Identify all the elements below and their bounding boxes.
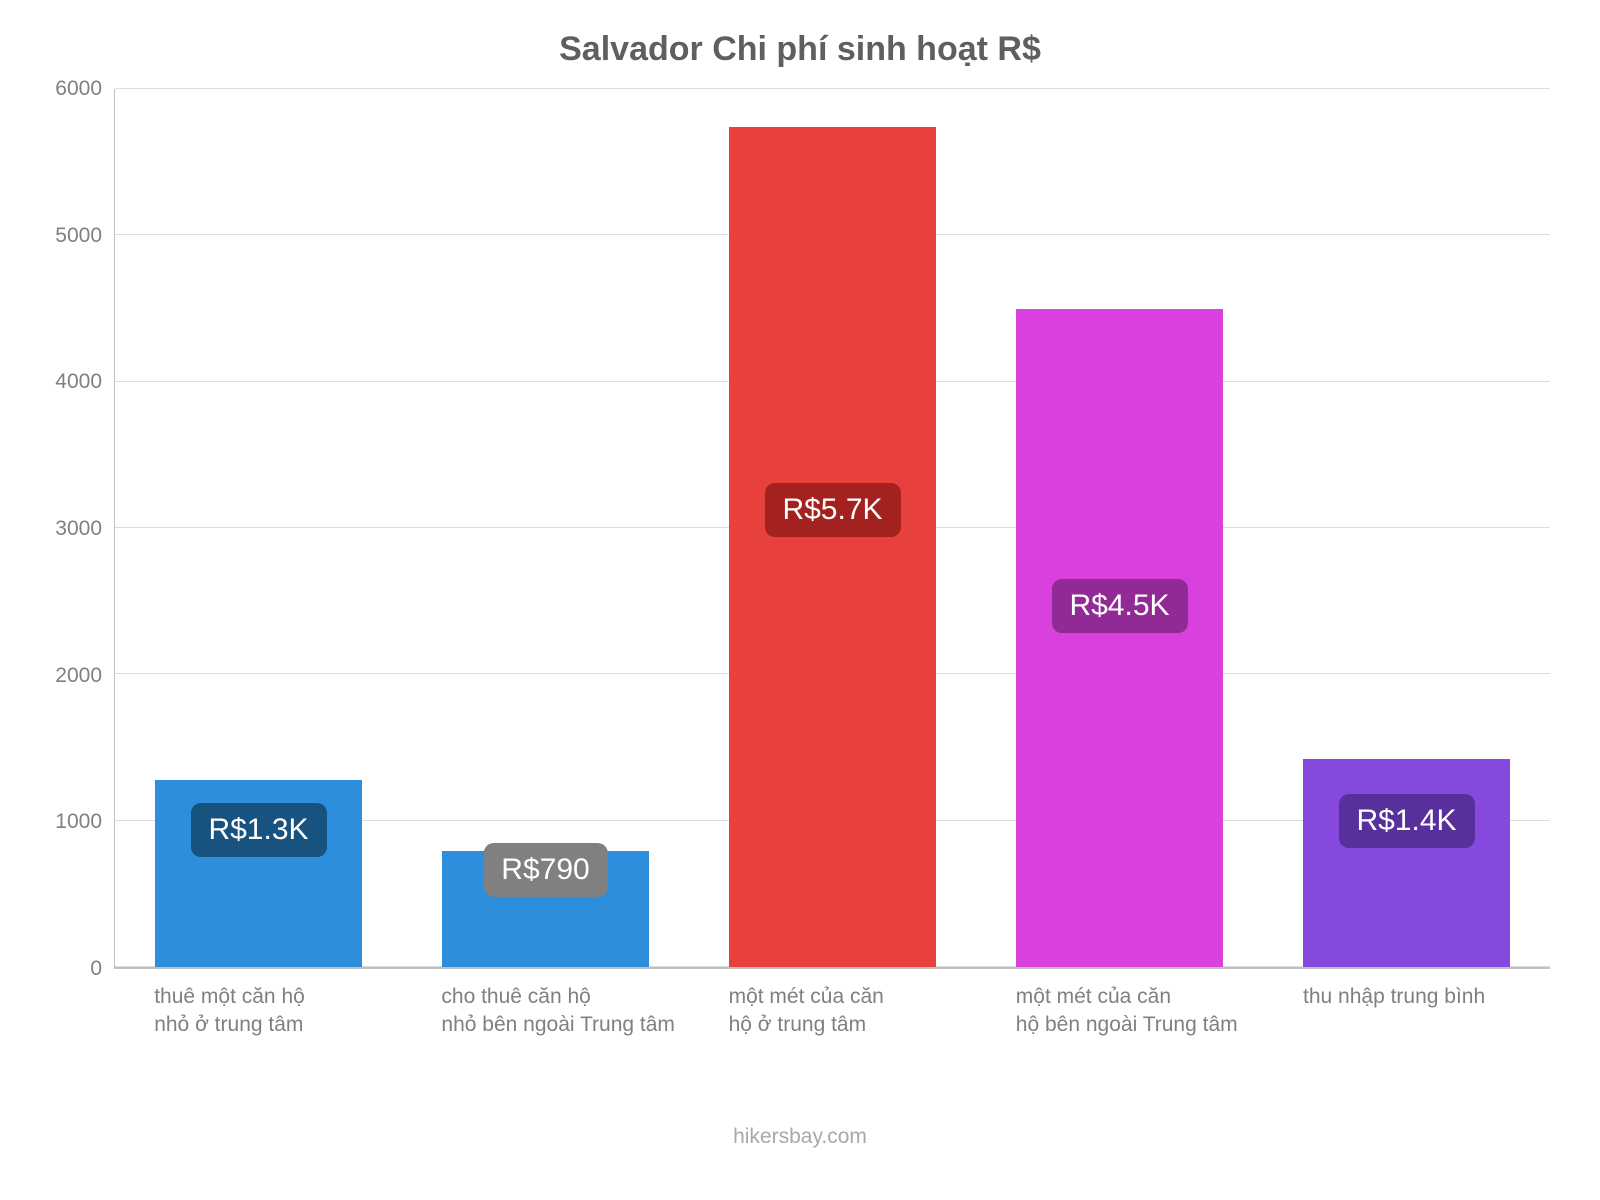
x-tick-label: một mét của cănhộ bên ngoài Trung tâm <box>1016 983 1332 1040</box>
footer-text: hikersbay.com <box>40 1125 1560 1149</box>
gridline <box>115 88 1550 89</box>
bar <box>729 127 936 967</box>
y-tick-label: 1000 <box>55 810 102 834</box>
x-tick-label: thuê một căn hộnhỏ ở trung tâm <box>154 983 470 1040</box>
x-axis-labels: thuê một căn hộnhỏ ở trung tâmcho thuê c… <box>114 969 1550 1089</box>
y-tick-label: 5000 <box>55 224 102 248</box>
x-tick-label: thu nhập trung bình <box>1303 983 1600 1011</box>
y-tick-label: 0 <box>90 957 102 981</box>
y-tick-label: 6000 <box>55 77 102 101</box>
plot-wrap: 0100020003000400050006000 R$1.3KR$790R$5… <box>40 89 1560 969</box>
bar-value-label: R$1.4K <box>1338 794 1474 848</box>
bar-value-label: R$5.7K <box>764 483 900 537</box>
plot-area: R$1.3K R$790 R$5.7K R$4.5K R$1.4K <box>114 89 1550 969</box>
bar-value-label: R$4.5K <box>1051 579 1187 633</box>
chart-container: Salvador Chi phí sinh hoạt R$ 0 1000 2000 3… <box>40 20 1560 1120</box>
bar-value-label: R$790 <box>483 843 607 897</box>
bar <box>1016 309 1223 968</box>
bar-value-label: R$1.3K <box>190 803 326 857</box>
y-tick-label: 3000 <box>55 517 102 541</box>
y-tick-label: 2000 <box>55 664 102 688</box>
x-tick-label: cho thuê căn hộnhỏ bên ngoài Trung tâm <box>441 983 757 1040</box>
x-tick-label: một mét của cănhộ ở trung tâm <box>729 983 1045 1040</box>
y-axis: 0100020003000400050006000 <box>40 89 114 969</box>
y-tick-label: 4000 <box>55 370 102 394</box>
chart-title: Salvador Chi phí sinh hoạt R$ <box>40 30 1560 69</box>
bar <box>1303 759 1510 967</box>
